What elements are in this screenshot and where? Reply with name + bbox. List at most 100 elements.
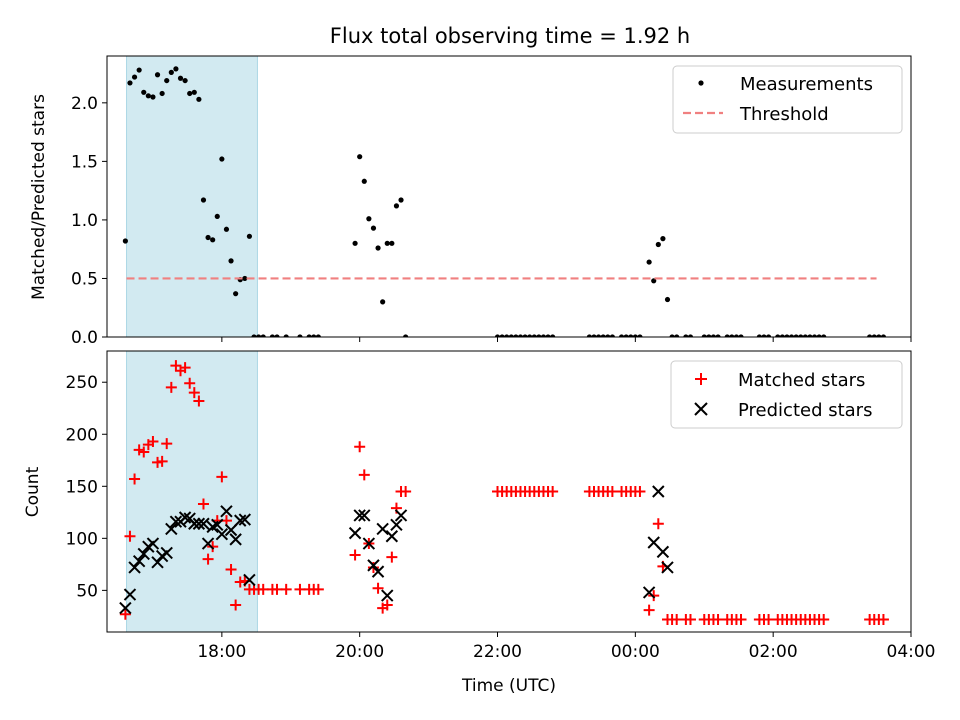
point-measurements (683, 334, 689, 337)
legend-label-predicted-stars: Predicted stars (738, 400, 872, 421)
point-matched-stars (202, 553, 214, 565)
point-measurements (366, 216, 372, 222)
point-matched-stars (165, 381, 177, 393)
point-measurements (609, 334, 615, 337)
point-measurements (191, 89, 197, 95)
point-predicted-stars (390, 518, 403, 532)
point-matched-stars (671, 614, 683, 626)
point-predicted-stars (169, 515, 183, 528)
point-measurements (710, 334, 717, 337)
top-legend-frame (672, 65, 903, 134)
y-tick-label: 1.5 (71, 152, 98, 172)
bottom-panel: 50 100 150 200 250 18:00 20:00 22:00 00:00 02:00 0… (23, 350, 936, 696)
top-panel: 0.0 0.5 1.0 1.5 2.0 Flux total observing tim… (29, 24, 912, 348)
point-matched-stars (197, 498, 209, 510)
point-measurements (141, 89, 147, 95)
point-measurements (384, 240, 390, 246)
point-predicted-stars (367, 559, 380, 572)
point-measurements (724, 334, 730, 337)
point-measurements (352, 240, 358, 246)
point-matched-stars (684, 614, 696, 626)
point-predicted-stars (362, 537, 376, 550)
x-axis-label: Time (UTC) (461, 676, 556, 696)
point-predicted-stars (371, 565, 385, 578)
point-matched-stars (129, 473, 141, 485)
point-predicted-stars (211, 518, 224, 532)
point-matched-stars (400, 486, 412, 497)
point-measurements (517, 334, 524, 337)
point-measurements (632, 334, 638, 337)
point-predicted-stars (224, 523, 238, 537)
point-measurements (586, 334, 592, 337)
point-predicted-stars (201, 537, 215, 550)
point-measurements (370, 225, 377, 231)
point-measurements (393, 203, 400, 209)
point-measurements (200, 197, 207, 203)
point-measurements (274, 334, 280, 337)
point-predicted-stars (238, 513, 252, 526)
point-measurements (214, 213, 220, 220)
point-measurements (499, 334, 505, 337)
point-measurements (233, 291, 239, 297)
point-measurements (687, 334, 694, 337)
y-tick-label: 200 (66, 425, 98, 445)
point-predicted-stars (123, 588, 137, 601)
point-measurements (664, 296, 671, 303)
point-measurements (380, 299, 386, 305)
point-measurements (531, 334, 537, 337)
y-tick-label: 2.0 (71, 94, 98, 114)
x-tick-label: 00:00 (611, 642, 660, 662)
point-matched-stars (735, 614, 747, 626)
x-tick-label: 22:00 (473, 642, 522, 662)
point-matched-stars (634, 486, 646, 497)
point-measurements (788, 334, 795, 337)
point-matched-stars (763, 614, 775, 626)
point-measurements (315, 334, 321, 337)
legend-label-matched-stars: Matched stars (738, 370, 865, 391)
point-measurements (361, 178, 367, 184)
point-matched-stars (271, 583, 283, 595)
point-measurements (260, 334, 266, 337)
point-matched-stars (193, 395, 205, 407)
point-measurements (867, 334, 873, 337)
point-matched-stars (179, 362, 191, 374)
point-predicted-stars (146, 537, 160, 550)
point-predicted-stars (243, 573, 256, 587)
legend-label-threshold: Threshold (739, 104, 829, 125)
point-matched-stars (643, 604, 655, 616)
point-measurements (793, 334, 799, 337)
point-measurements (357, 154, 363, 160)
point-measurements (775, 334, 781, 337)
point-matched-stars (216, 471, 228, 483)
point-measurements (600, 334, 606, 337)
point-measurements (242, 275, 248, 282)
point-measurements (177, 75, 184, 81)
point-matched-stars (156, 455, 168, 467)
point-measurements (660, 236, 666, 242)
point-predicted-stars (381, 589, 394, 602)
point-measurements (223, 226, 230, 232)
point-matched-stars (257, 583, 269, 595)
point-matched-stars (119, 608, 131, 620)
y-tick-label: 150 (66, 477, 98, 497)
point-matched-stars (184, 377, 196, 389)
point-measurements (765, 334, 772, 337)
point-measurements (637, 334, 643, 337)
point-predicted-stars (394, 509, 408, 522)
point-measurements (283, 334, 289, 337)
point-measurements (715, 334, 721, 337)
point-measurements (182, 77, 188, 84)
point-matched-stars (547, 486, 559, 497)
point-matched-stars (312, 583, 324, 595)
point-measurements (154, 72, 161, 78)
chart-title: Flux total observing time = 1.92 h (330, 24, 690, 48)
point-measurements (168, 69, 174, 75)
point-predicted-stars (358, 509, 371, 522)
point-predicted-stars (160, 546, 173, 560)
point-predicted-stars (348, 526, 362, 540)
point-measurements (811, 334, 818, 337)
point-predicted-stars (642, 586, 656, 599)
point-predicted-stars (119, 601, 132, 615)
point-measurements (536, 334, 542, 337)
